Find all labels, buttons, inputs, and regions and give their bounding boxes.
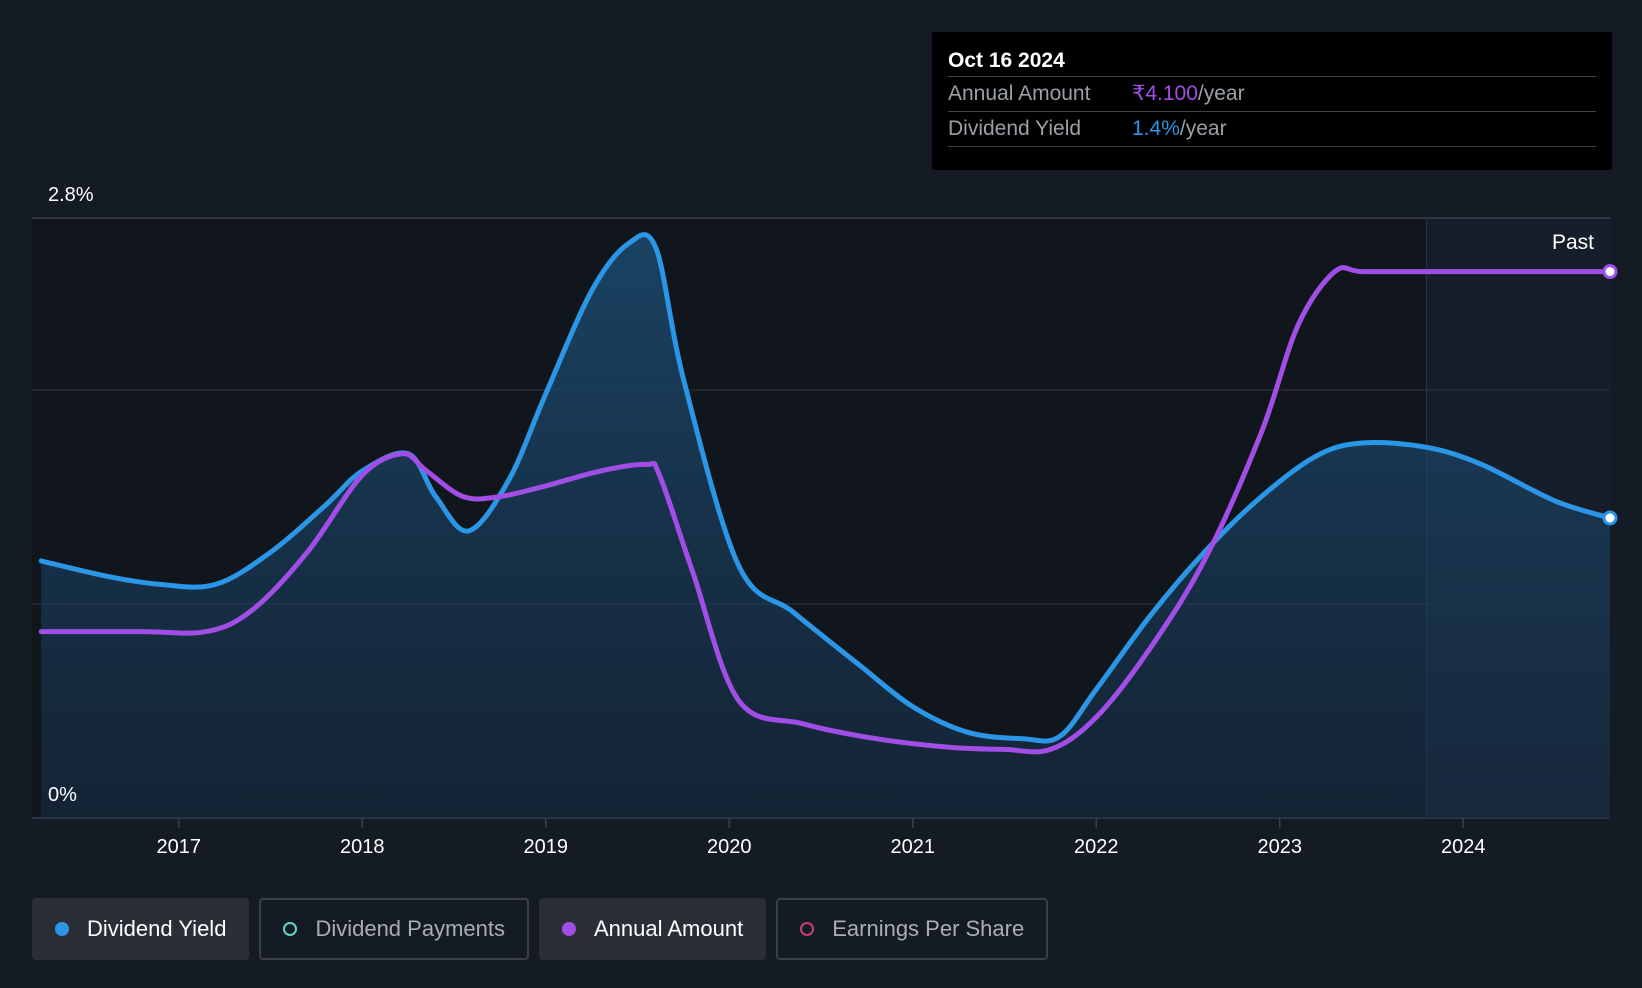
x-tick-label: 2017 [157, 836, 202, 858]
series-layer [38, 232, 1618, 818]
x-tick-label: 2018 [340, 836, 385, 858]
x-tick-label: 2020 [707, 836, 752, 858]
dividend-yield-area [41, 234, 1611, 818]
tooltip-label: Annual Amount [948, 82, 1091, 105]
x-tick-label: 2024 [1441, 836, 1486, 858]
x-tick-label: 2019 [524, 836, 569, 858]
tooltip-row-annual-amount: Annual Amount ₹4.100 /year [948, 77, 1596, 112]
tooltip-value: 1.4% [1132, 117, 1180, 140]
x-tick-label: 2021 [890, 836, 935, 858]
y-bottom-label: 0% [48, 784, 77, 806]
y-top-label: 2.8% [48, 184, 94, 206]
legend-label: Dividend Payments [315, 916, 505, 941]
annual-amount-end-marker[interactable] [1602, 264, 1618, 280]
legend-dot-icon [55, 922, 69, 936]
legend-dot-icon [283, 922, 298, 936]
legend-dividend-yield[interactable]: Dividend Yield [32, 898, 250, 960]
legend-earnings-per-share[interactable]: Earnings Per Share [776, 898, 1049, 960]
x-tick-label: 2023 [1257, 836, 1302, 858]
legend-annual-amount[interactable]: Annual Amount [538, 898, 767, 960]
legend-dot-icon [800, 922, 815, 936]
legend-label: Earnings Per Share [832, 916, 1025, 941]
past-label: Past [1552, 231, 1594, 254]
legend: Dividend Yield Dividend Payments Annual … [32, 898, 1049, 960]
dividend-yield-line [38, 232, 1613, 744]
tooltip-row-dividend-yield: Dividend Yield 1.4% /year [948, 112, 1596, 147]
tooltip-unit: /year [1197, 82, 1245, 105]
tooltip-date: Oct 16 2024 [948, 46, 1596, 77]
legend-label: Dividend Yield [87, 916, 227, 941]
legend-label: Annual Amount [593, 916, 744, 941]
legend-dividend-payments[interactable]: Dividend Payments [259, 898, 529, 960]
legend-dot-icon [561, 922, 576, 936]
x-axis-ticks: 2017 2018 2019 2020 2021 2022 2023 2024 [157, 818, 1486, 858]
x-tick-label: 2022 [1074, 836, 1119, 858]
tooltip: Oct 16 2024 Annual Amount ₹4.100 /year D… [932, 32, 1612, 170]
tooltip-value: ₹4.100 [1132, 82, 1198, 105]
tooltip-unit: /year [1179, 117, 1227, 140]
dividend-yield-end-marker[interactable] [1602, 510, 1618, 526]
annual-amount-line [38, 265, 1613, 755]
tooltip-label: Dividend Yield [948, 117, 1082, 140]
